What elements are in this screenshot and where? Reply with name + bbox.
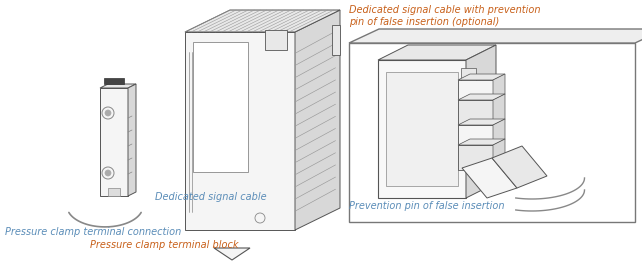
- Polygon shape: [332, 25, 340, 55]
- Polygon shape: [378, 60, 466, 198]
- Text: Pressure clamp terminal connection: Pressure clamp terminal connection: [5, 227, 181, 237]
- Polygon shape: [492, 146, 547, 188]
- Polygon shape: [458, 139, 505, 145]
- Polygon shape: [458, 125, 493, 145]
- Polygon shape: [458, 145, 493, 170]
- Polygon shape: [458, 80, 493, 100]
- Polygon shape: [458, 119, 505, 125]
- Polygon shape: [493, 74, 505, 100]
- Polygon shape: [214, 248, 250, 260]
- Polygon shape: [185, 10, 340, 32]
- Polygon shape: [386, 72, 458, 186]
- Polygon shape: [100, 88, 128, 196]
- Polygon shape: [108, 188, 120, 196]
- Polygon shape: [193, 42, 248, 172]
- Polygon shape: [104, 78, 124, 84]
- Polygon shape: [349, 43, 635, 222]
- Polygon shape: [458, 94, 505, 100]
- Polygon shape: [493, 119, 505, 145]
- Text: Dedicated signal cable: Dedicated signal cable: [155, 192, 266, 202]
- Polygon shape: [493, 94, 505, 125]
- Polygon shape: [458, 74, 505, 80]
- Text: Pressure clamp terminal block: Pressure clamp terminal block: [90, 240, 238, 250]
- Polygon shape: [100, 84, 136, 88]
- Circle shape: [105, 110, 111, 116]
- Polygon shape: [461, 68, 476, 90]
- Polygon shape: [466, 45, 496, 198]
- Polygon shape: [462, 158, 517, 198]
- Polygon shape: [493, 139, 505, 170]
- Polygon shape: [378, 45, 496, 60]
- Polygon shape: [349, 29, 642, 43]
- Polygon shape: [185, 32, 295, 230]
- Text: Dedicated signal cable with prevention
pin of false insertion (optional): Dedicated signal cable with prevention p…: [349, 5, 541, 26]
- Polygon shape: [295, 10, 340, 230]
- Polygon shape: [265, 30, 287, 50]
- Polygon shape: [128, 84, 136, 196]
- Polygon shape: [458, 100, 493, 125]
- Text: Prevention pin of false insertion: Prevention pin of false insertion: [349, 201, 505, 211]
- Circle shape: [105, 170, 111, 176]
